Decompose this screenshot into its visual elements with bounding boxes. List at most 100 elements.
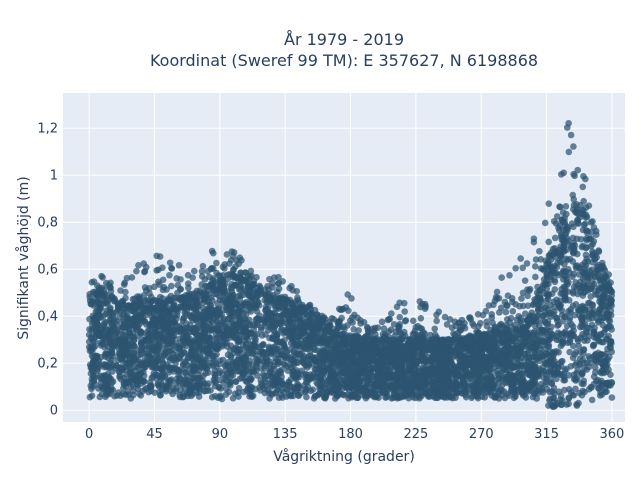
data-point — [546, 353, 554, 360]
data-point — [235, 320, 243, 328]
data-point — [266, 361, 274, 368]
data-point — [567, 363, 575, 370]
data-point — [140, 378, 147, 386]
data-point — [590, 311, 597, 318]
data-point — [89, 343, 96, 350]
data-point — [569, 273, 576, 281]
data-point — [127, 345, 135, 352]
data-point — [284, 367, 292, 374]
data-point — [608, 394, 616, 401]
data-point — [235, 367, 243, 375]
data-point — [528, 333, 536, 341]
data-point — [272, 388, 280, 396]
data-point — [213, 306, 220, 313]
data-point — [576, 307, 583, 314]
data-point — [371, 364, 379, 372]
data-point — [402, 387, 410, 395]
data-point — [207, 387, 214, 394]
data-point — [233, 361, 241, 369]
data-point — [138, 346, 146, 354]
data-point — [547, 366, 554, 373]
data-point — [187, 387, 195, 394]
data-point — [199, 382, 207, 390]
data-point — [552, 370, 559, 378]
data-point — [484, 357, 491, 365]
data-point — [130, 373, 138, 380]
data-point — [256, 312, 263, 319]
data-point — [596, 380, 604, 388]
data-point — [587, 284, 595, 292]
data-point — [138, 310, 146, 318]
data-point — [324, 354, 331, 362]
data-point — [119, 331, 127, 339]
data-point — [553, 314, 561, 322]
data-point — [607, 344, 615, 352]
data-point — [170, 368, 177, 375]
data-point — [215, 384, 223, 391]
data-point — [212, 392, 219, 400]
data-point — [120, 384, 127, 392]
data-point — [473, 370, 480, 378]
data-point — [148, 374, 156, 382]
data-point — [409, 370, 417, 378]
data-point — [555, 388, 563, 395]
data-point — [296, 350, 304, 358]
data-point — [558, 270, 565, 277]
data-point — [154, 319, 162, 327]
data-point — [529, 361, 537, 368]
data-point — [322, 394, 329, 401]
data-point — [501, 394, 509, 402]
data-point — [549, 388, 556, 395]
data-point — [603, 335, 611, 342]
data-point — [94, 298, 102, 305]
data-point — [342, 382, 350, 390]
data-point — [296, 316, 304, 324]
data-point — [187, 339, 194, 346]
data-point — [569, 332, 577, 340]
data-point — [606, 353, 613, 361]
data-point — [402, 370, 410, 377]
data-point — [594, 319, 602, 326]
data-point — [463, 388, 471, 396]
data-point — [86, 393, 94, 401]
data-point — [175, 367, 183, 375]
data-point — [212, 325, 219, 333]
data-point — [591, 364, 599, 371]
data-point — [574, 290, 582, 298]
data-point — [281, 336, 288, 344]
data-point — [543, 280, 550, 288]
data-point — [382, 357, 389, 365]
data-point — [290, 347, 298, 355]
data-point — [315, 390, 322, 398]
data-point — [181, 358, 189, 365]
data-point — [102, 393, 109, 401]
data-point — [146, 321, 154, 329]
data-point — [563, 246, 571, 253]
data-point — [120, 319, 128, 326]
data-point — [545, 341, 553, 349]
data-point — [591, 334, 598, 341]
data-point — [253, 366, 260, 374]
data-point — [104, 343, 111, 350]
data-point — [576, 355, 584, 362]
data-point — [167, 387, 175, 395]
data-point — [211, 370, 218, 378]
data-point — [220, 287, 228, 294]
data-point — [561, 260, 568, 268]
data-point — [531, 322, 539, 330]
data-point — [503, 335, 511, 343]
data-point — [331, 378, 338, 385]
data-point — [588, 384, 595, 391]
data-point — [134, 351, 142, 359]
data-point — [570, 249, 577, 257]
data-point — [189, 312, 197, 320]
data-point — [547, 273, 554, 280]
data-point — [405, 394, 412, 402]
data-point — [541, 304, 549, 312]
data-point — [381, 388, 389, 395]
data-point — [222, 391, 230, 398]
data-point — [358, 375, 365, 383]
data-point — [608, 296, 616, 304]
data-point — [309, 386, 317, 394]
data-point — [581, 283, 589, 291]
